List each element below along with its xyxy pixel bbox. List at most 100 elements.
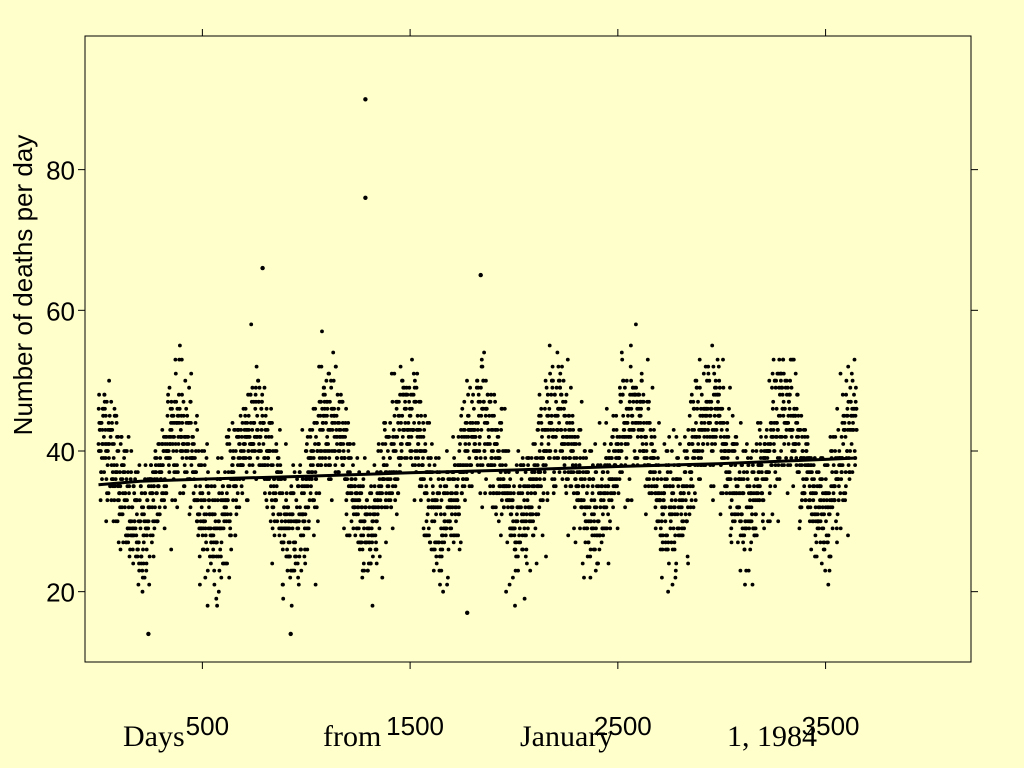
data-point (241, 463, 245, 467)
data-point (488, 484, 492, 489)
data-point (607, 449, 611, 453)
data-point (323, 463, 328, 467)
data-point (423, 413, 427, 418)
data-point (718, 435, 723, 439)
data-point (126, 540, 131, 545)
data-point (263, 456, 267, 460)
data-point (704, 413, 709, 418)
data-point (520, 456, 525, 460)
data-point (564, 491, 569, 496)
data-point (655, 477, 660, 481)
data-point (375, 512, 380, 517)
data-point (647, 477, 652, 481)
data-point (717, 385, 722, 390)
data-point (653, 505, 658, 510)
data-point (669, 505, 673, 510)
data-point (141, 505, 146, 510)
data-point (619, 442, 624, 446)
data-point (384, 540, 388, 545)
data-point (685, 484, 690, 489)
data-point (531, 519, 535, 524)
data-point (548, 371, 552, 376)
data-point (598, 491, 603, 496)
data-point (665, 449, 670, 453)
data-point (711, 484, 716, 489)
data-point (257, 399, 261, 404)
data-point (730, 413, 735, 418)
data-point (697, 357, 702, 362)
data-point (278, 428, 282, 432)
data-point (170, 406, 174, 411)
data-point (326, 442, 330, 446)
data-point (808, 498, 812, 503)
data-point (173, 357, 178, 362)
data-point (457, 512, 461, 517)
data-point (594, 470, 599, 474)
data-point (615, 484, 619, 489)
data-point (362, 568, 367, 573)
data-point (116, 540, 121, 545)
data-point (467, 442, 471, 446)
data-point (769, 463, 774, 467)
data-point (165, 413, 170, 418)
data-point (402, 428, 407, 432)
data-point (836, 498, 841, 503)
data-point (269, 435, 274, 439)
data-point (521, 547, 525, 552)
data-point (480, 364, 485, 369)
data-point (586, 484, 590, 489)
data-point (790, 428, 795, 432)
data-point (340, 399, 345, 404)
data-point (399, 421, 403, 425)
data-point (167, 463, 171, 467)
data-point (554, 385, 559, 390)
data-point (426, 498, 431, 503)
data-point (448, 519, 452, 524)
data-point (139, 491, 144, 496)
data-point (624, 456, 629, 460)
data-point (539, 406, 544, 411)
data-point (334, 364, 338, 369)
data-point (466, 413, 471, 418)
data-point (337, 421, 341, 425)
data-point (565, 357, 570, 362)
data-point (330, 428, 335, 432)
data-point (450, 491, 454, 496)
data-point (537, 449, 542, 453)
data-point (297, 554, 302, 559)
data-point (614, 477, 619, 481)
data-point (767, 491, 772, 496)
data-point (787, 399, 791, 404)
data-point (550, 385, 555, 390)
data-point (725, 484, 729, 489)
data-point (754, 442, 759, 446)
data-point (593, 568, 598, 573)
data-point (349, 456, 353, 460)
data-point (303, 561, 308, 566)
data-point (837, 484, 841, 489)
data-point (479, 357, 484, 362)
data-point (542, 470, 547, 474)
data-point (609, 498, 614, 503)
data-point (554, 399, 558, 404)
data-point (575, 435, 580, 439)
data-point (203, 498, 207, 503)
data-point (104, 519, 109, 524)
data-point (142, 575, 147, 580)
data-point (252, 421, 257, 425)
data-point (147, 582, 152, 587)
outlier-point (146, 631, 151, 637)
data-point (767, 470, 771, 474)
data-point (601, 512, 605, 517)
data-point (229, 547, 234, 552)
data-point (676, 456, 680, 460)
data-point (526, 456, 531, 460)
data-point (386, 449, 390, 453)
data-point (693, 498, 698, 503)
data-point (689, 470, 694, 474)
data-point (166, 392, 171, 397)
data-point (412, 498, 417, 503)
data-point (443, 533, 448, 538)
data-point (273, 491, 278, 496)
data-point (415, 413, 420, 418)
